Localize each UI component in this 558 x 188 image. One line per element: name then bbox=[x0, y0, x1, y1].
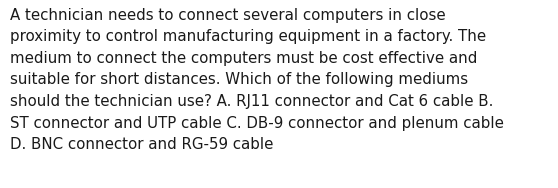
Text: A technician needs to connect several computers in close
proximity to control ma: A technician needs to connect several co… bbox=[10, 8, 504, 152]
